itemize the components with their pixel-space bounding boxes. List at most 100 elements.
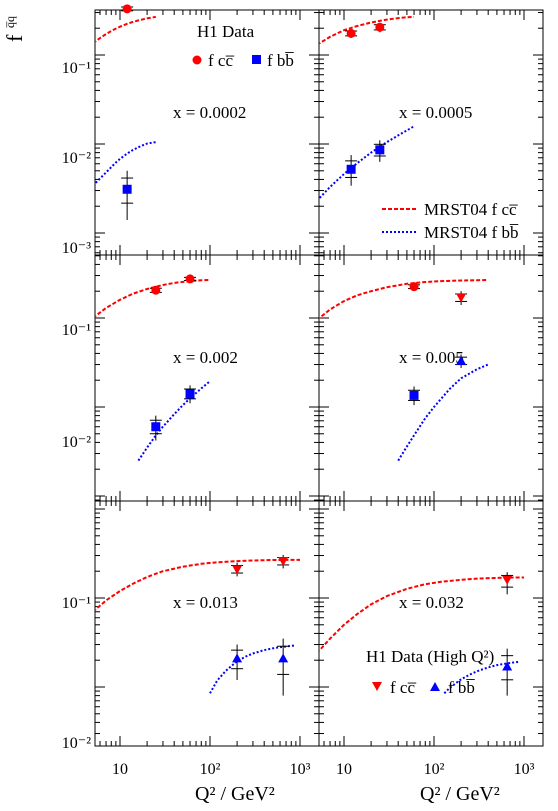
marker-square <box>151 422 161 432</box>
bb-data-point <box>121 170 134 220</box>
marker-triangle-up <box>502 661 513 671</box>
bb-data-point <box>184 385 197 404</box>
cc-data-point <box>455 291 468 305</box>
panel-ticks <box>95 501 319 746</box>
panel-4: x = 0.005 <box>318 254 544 502</box>
y-tick-label: 10⁻² <box>62 434 91 451</box>
bb-data-point <box>501 648 514 696</box>
cc-data-point <box>121 4 134 14</box>
panel-curves <box>319 576 524 695</box>
legend-cc-circle-icon <box>192 55 202 65</box>
panel-ticks <box>319 501 543 746</box>
legend-highq2-bb-label: f bb̅ <box>448 678 475 697</box>
marker-circle <box>375 22 385 32</box>
y-tick-label: 10⁻³ <box>62 240 91 257</box>
legend-h1-title: H1 Data <box>197 22 255 41</box>
x-tick-label: 10² <box>424 761 445 778</box>
cc-data-point <box>184 274 197 284</box>
cc-data-point <box>501 572 514 595</box>
legend-mrst-cc-label: MRST04 f cc̅ <box>424 200 519 219</box>
marker-circle <box>409 282 419 292</box>
bb-data-point <box>408 386 421 406</box>
panel-5: x = 0.013 <box>94 500 320 747</box>
marker-circle <box>151 285 161 295</box>
panel-frame <box>318 254 544 502</box>
cc-data-point <box>345 28 358 39</box>
x-tick-label: 10³ <box>290 761 311 778</box>
panel-grid: x = 0.0002 x = 0.0005 x = 0.002 x = 0.005 x … <box>62 4 544 778</box>
marker-circle <box>122 4 132 14</box>
marker-triangle-up <box>232 653 243 663</box>
bb-data-point <box>231 644 244 680</box>
legend-mrst-bb-label: MRST04 f bb̅ <box>424 223 519 242</box>
legend-h1-cc-label: f cc̅ <box>208 51 235 70</box>
marker-square <box>346 164 356 174</box>
panel-ticks <box>95 255 319 501</box>
y-axis-label-sup: q̅q <box>3 16 17 28</box>
panel-frame <box>94 254 320 502</box>
marker-triangle-up <box>456 355 467 365</box>
cc-data-point <box>231 562 244 577</box>
panel-x-label: x = 0.032 <box>399 593 464 612</box>
y-tick-label: 10⁻² <box>62 735 91 752</box>
cc-data-point <box>373 22 386 33</box>
mrst-bb-curve <box>95 141 156 185</box>
panel-curves <box>319 279 489 462</box>
panel-x-label: x = 0.013 <box>173 593 238 612</box>
y-tick-label: 10⁻¹ <box>62 595 91 612</box>
legend-highq2-bb-triangle-icon <box>430 682 440 691</box>
legend-bb-square-icon <box>252 55 261 64</box>
panel-ticks <box>319 10 543 255</box>
panel-ticks <box>95 10 319 255</box>
mrst-bb-curve <box>443 660 520 695</box>
legend-highq2-cc-triangle-icon <box>372 682 382 691</box>
x-axis-label-right: Q² / GeV² <box>420 783 500 805</box>
marker-triangle-down <box>502 575 513 585</box>
mrst-cc-curve <box>319 279 489 320</box>
bb-data-point <box>455 354 468 368</box>
mrst-cc-curve <box>95 278 211 318</box>
mrst-bb-curve <box>209 644 296 694</box>
legend-h1-bb-label: f bb̅ <box>267 51 294 70</box>
x-tick-label: 10² <box>200 761 221 778</box>
mrst-cc-curve <box>95 558 300 612</box>
cc-data-point <box>277 554 290 569</box>
y-axis-label-base: f <box>2 34 27 42</box>
marker-circle <box>346 28 356 38</box>
y-tick-label: 10⁻¹ <box>62 60 91 77</box>
legend-highq2-cc-label: f cc̅ <box>390 678 417 697</box>
legend-highq2-title: H1 Data (High Q²) <box>366 647 494 666</box>
panel-1: x = 0.0002 <box>94 4 320 256</box>
x-tick-label: 10³ <box>514 761 535 778</box>
x-tick-label: 10 <box>112 761 128 778</box>
panel-frame <box>94 500 320 747</box>
y-tick-label: 10⁻¹ <box>62 322 91 339</box>
marker-triangle-down <box>278 557 289 567</box>
mrst-bb-curve <box>319 125 415 201</box>
panel-frame <box>94 9 320 256</box>
marker-square <box>185 389 195 399</box>
marker-triangle-up <box>278 653 289 663</box>
mrst-cc-curve <box>95 15 156 44</box>
bb-data-point <box>345 155 358 186</box>
panel-curves <box>95 15 156 185</box>
mrst-bb-curve <box>397 363 489 462</box>
x-tick-label: 10 <box>336 761 352 778</box>
mrst-cc-curve <box>319 15 415 45</box>
panel-3: x = 0.002 <box>94 254 320 502</box>
panel-frame <box>318 500 544 747</box>
panel-6: x = 0.032 <box>318 500 544 747</box>
axis-labels: f q̅q Q² / GeV² Q² / GeV² <box>2 16 500 805</box>
panel-x-label: x = 0.002 <box>173 348 238 367</box>
mrst-bb-curve <box>137 380 211 462</box>
cc-data-point <box>408 282 421 292</box>
panel-x-label: x = 0.0005 <box>399 103 472 122</box>
mrst-cc-curve <box>319 576 524 653</box>
marker-circle <box>185 274 195 284</box>
marker-triangle-down <box>456 293 467 303</box>
marker-square <box>122 184 132 194</box>
marker-square <box>375 145 385 155</box>
panel-curves <box>319 15 415 201</box>
y-tick-label: 10⁻² <box>62 150 91 167</box>
